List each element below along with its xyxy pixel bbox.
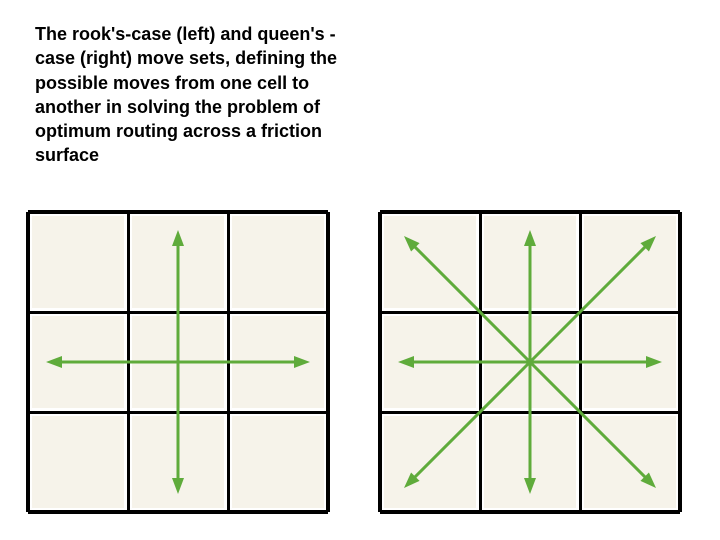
arrow-shaft <box>530 362 649 481</box>
diagram-caption: The rook's-case (left) and queen's -case… <box>35 22 375 168</box>
arrow-shaft <box>411 243 530 362</box>
arrow-head-icon <box>524 478 536 494</box>
arrow-head-icon <box>172 478 184 494</box>
arrow-head-icon <box>524 230 536 246</box>
arrow-shaft <box>530 243 649 362</box>
arrow-head-icon <box>294 356 310 368</box>
rook-grid <box>28 212 328 512</box>
move-arrows <box>28 212 328 512</box>
queen-grid <box>380 212 680 512</box>
arrow-head-icon <box>46 356 62 368</box>
arrow-head-icon <box>398 356 414 368</box>
arrow-head-icon <box>172 230 184 246</box>
arrow-shaft <box>411 362 530 481</box>
arrow-head-icon <box>646 356 662 368</box>
move-arrows <box>380 212 680 512</box>
